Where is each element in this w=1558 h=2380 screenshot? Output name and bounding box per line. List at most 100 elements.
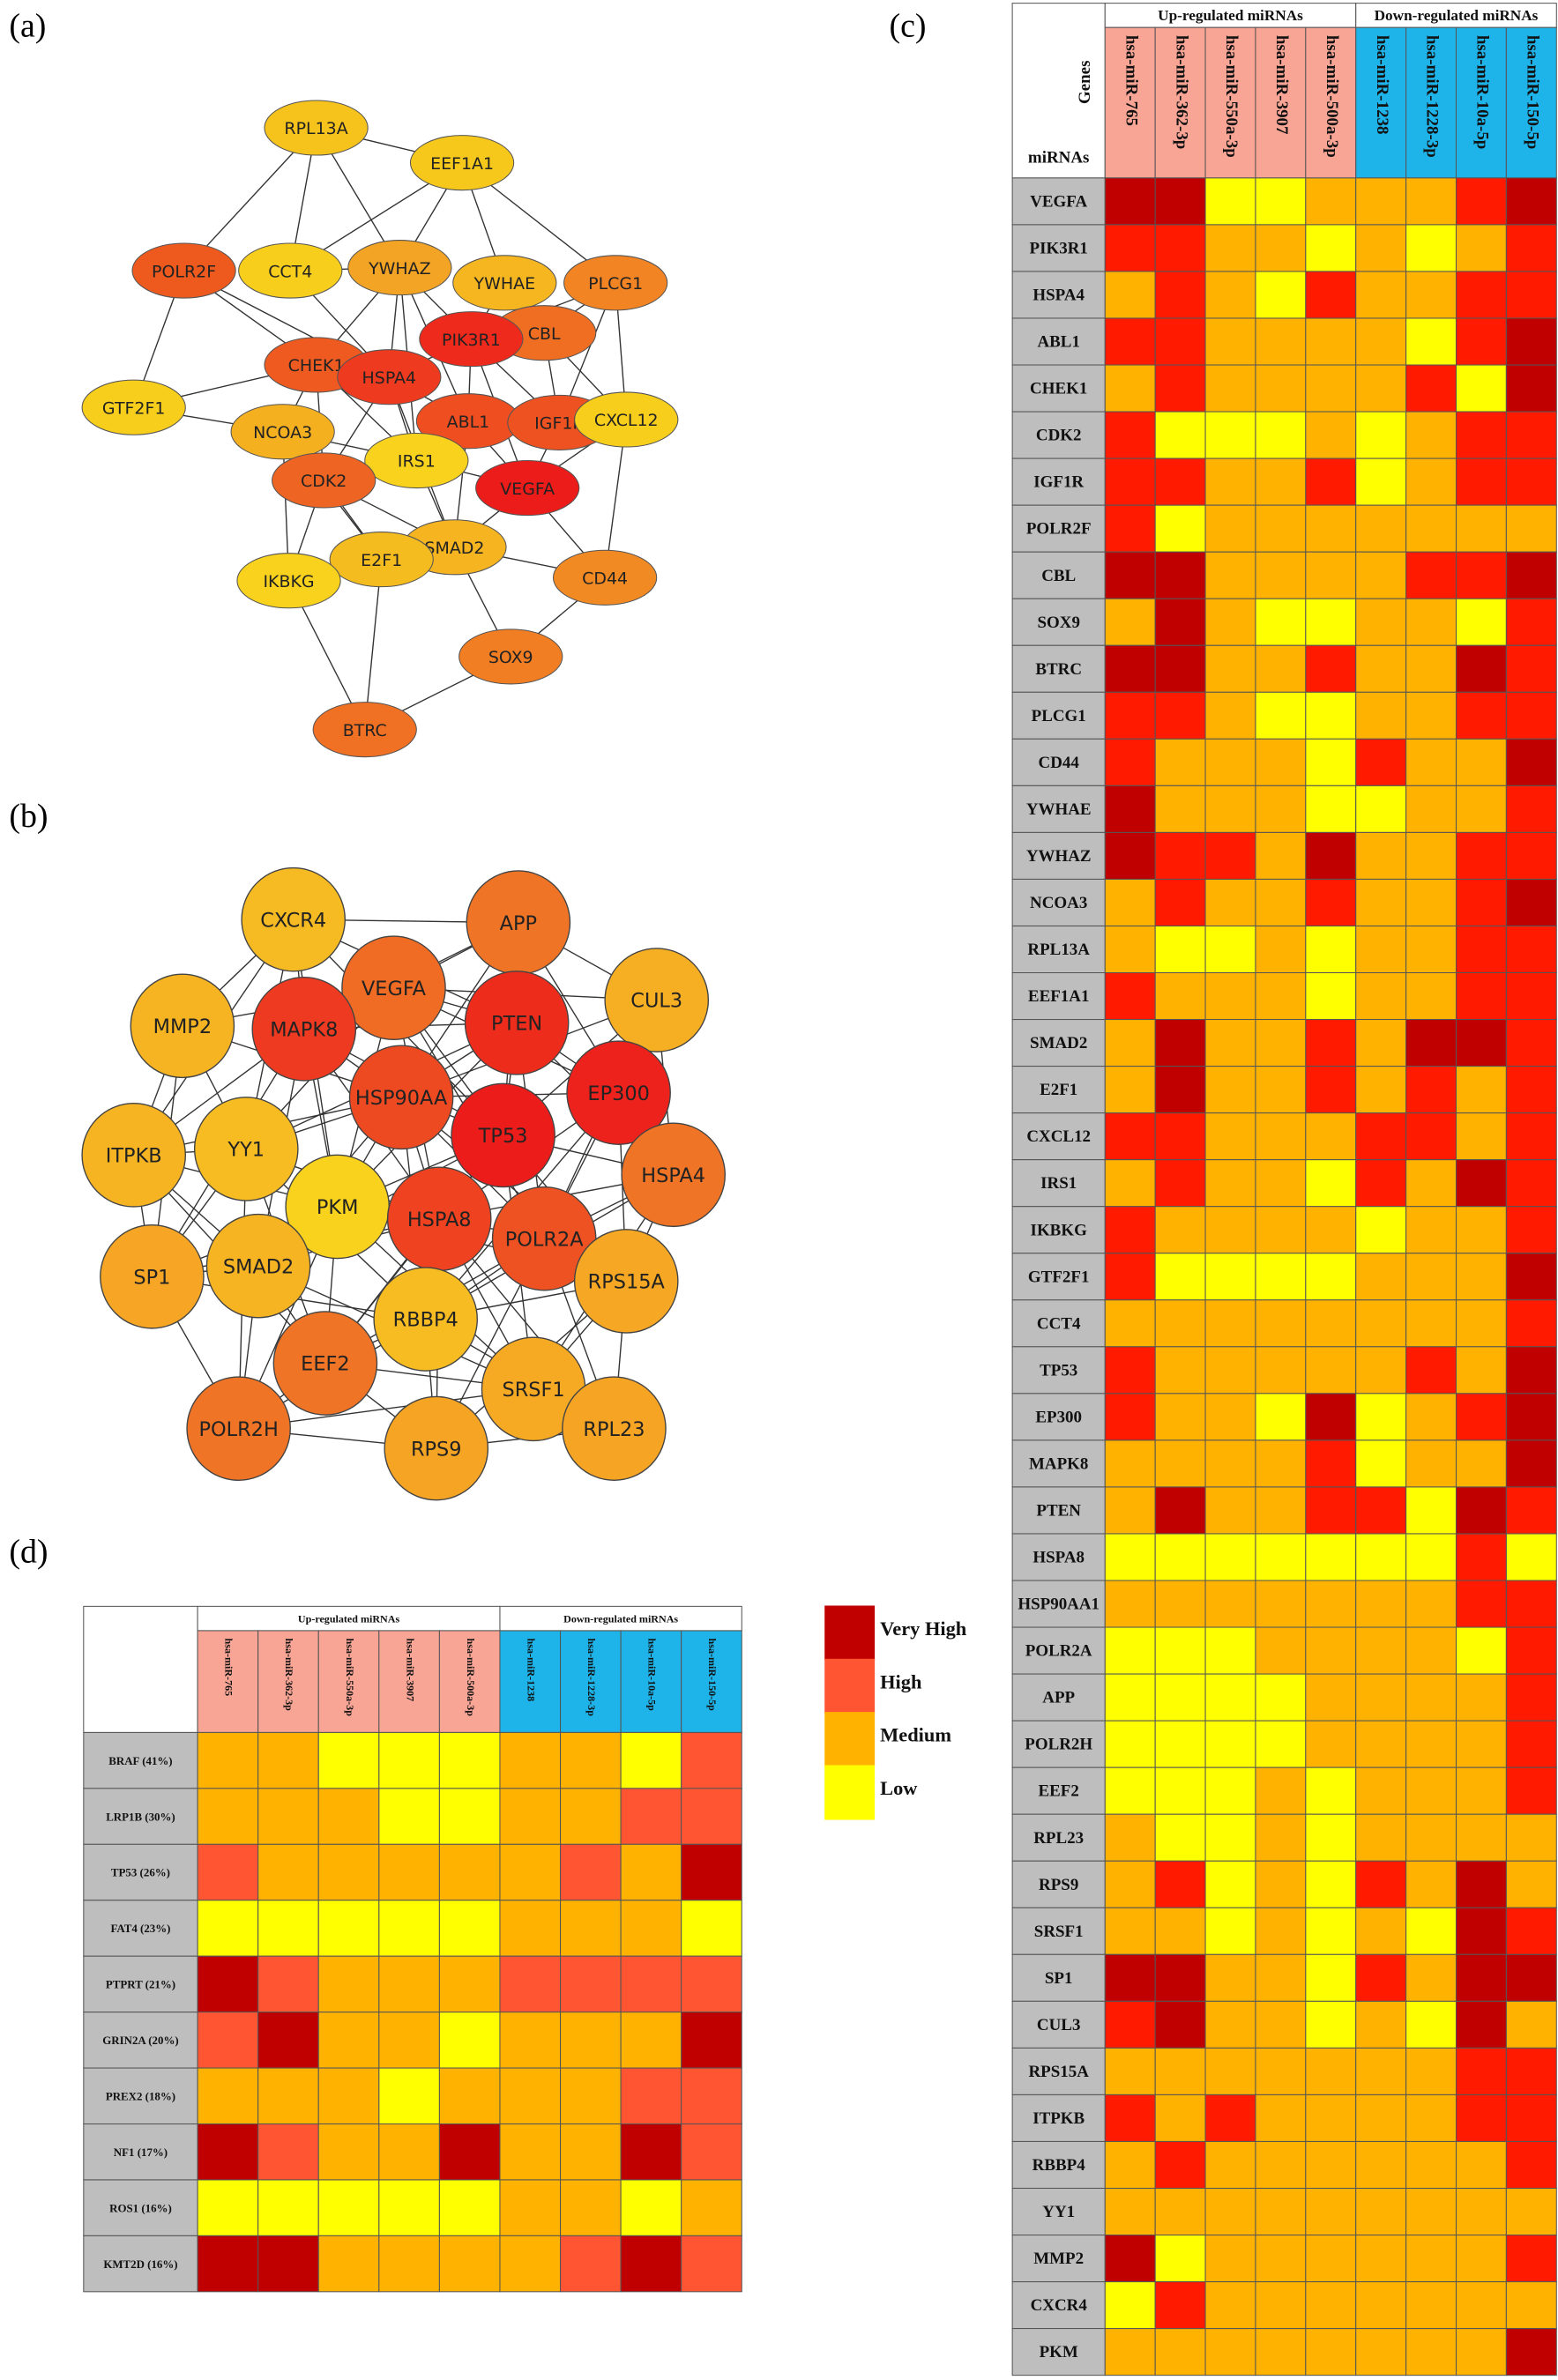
heat-cell — [1455, 972, 1507, 1021]
heat-cell — [1204, 2000, 1256, 2049]
heat-cell — [1355, 457, 1407, 506]
heat-cell — [1505, 878, 1557, 926]
heat-cell — [1104, 1486, 1156, 1535]
heat-cell — [1255, 2094, 1307, 2142]
heat-cell — [1104, 1299, 1156, 1348]
row-label: NCOA3 — [1030, 894, 1087, 912]
row-header — [1011, 1206, 1106, 1254]
heat-cell — [1204, 1486, 1256, 1535]
heat-cell — [1255, 1907, 1307, 1955]
heat-cell — [1405, 1673, 1457, 1722]
heat-cell — [499, 1788, 562, 1845]
heat-cell — [1505, 317, 1557, 366]
row-label: PREX2 (18%) — [106, 2089, 175, 2102]
heat-cell — [1405, 2000, 1457, 2049]
heat-cell — [1154, 598, 1206, 646]
heat-cell — [317, 1731, 380, 1789]
heat-cell — [1104, 504, 1156, 553]
heat-cell — [1255, 504, 1307, 553]
row-header — [83, 1900, 198, 1957]
heat-cell — [1505, 2047, 1557, 2095]
heat-cell — [1405, 785, 1457, 833]
heat-cell — [1505, 1299, 1557, 1348]
row-label: ITPKB — [1032, 2109, 1085, 2128]
heat-cell — [1355, 2328, 1407, 2376]
heat-cell — [1355, 317, 1407, 366]
heat-cell — [1305, 1159, 1357, 1208]
panel-tag: (b) — [9, 798, 48, 835]
heat-cell — [197, 1788, 259, 1845]
heat-cell — [1405, 1720, 1457, 1768]
node — [100, 1223, 205, 1329]
heat-cell — [1405, 1953, 1457, 2002]
heat-cell — [1104, 224, 1156, 272]
heat-cell — [378, 1900, 440, 1957]
column-label: hsa-miR-1228-3p — [585, 1639, 598, 1717]
heat-cell — [1104, 1813, 1156, 1862]
node-label: CDK2 — [301, 472, 347, 491]
heat-cell — [1154, 1439, 1206, 1488]
heat-cell — [1204, 411, 1256, 459]
heat-cell — [1305, 1673, 1357, 1722]
row-label: CUL3 — [1037, 2016, 1081, 2034]
heat-cell — [1505, 1112, 1557, 1161]
column-header — [620, 1630, 682, 1733]
heat-cell — [1355, 224, 1407, 272]
column-label: hsa-miR-1238 — [525, 1639, 537, 1702]
heat-cell — [1204, 2187, 1256, 2236]
heat-cell — [1405, 1486, 1457, 1535]
row-header — [83, 2123, 198, 2181]
heat-cell — [1355, 1860, 1407, 1908]
heat-cell — [1104, 1206, 1156, 1254]
row-label: TP53 (26%) — [111, 1866, 170, 1879]
node — [230, 404, 335, 460]
heat-cell — [1104, 1673, 1156, 1722]
heat-cell — [1455, 224, 1507, 272]
heat-cell — [1405, 691, 1457, 740]
heat-cell — [560, 2235, 622, 2293]
heat-cell — [1355, 1907, 1407, 1955]
heat-cell — [438, 1843, 501, 1901]
node-label: BTRC — [343, 721, 387, 740]
row-header — [1011, 1766, 1106, 1815]
heat-cell — [620, 2179, 682, 2236]
corner-label: miRNAs — [1028, 149, 1090, 167]
heat-cell — [1204, 457, 1256, 506]
row-header — [1011, 317, 1106, 366]
heat-cell — [1355, 177, 1407, 226]
heat-cell — [1255, 1720, 1307, 1768]
heat-cell — [1204, 1393, 1256, 1441]
row-label: EP300 — [1035, 1408, 1082, 1426]
heat-cell — [620, 1731, 682, 1789]
heat-cell — [1405, 1112, 1457, 1161]
heat-cell — [681, 2067, 742, 2125]
heat-cell — [1104, 831, 1156, 880]
heat-cell — [257, 2179, 319, 2236]
heat-cell — [1355, 1299, 1407, 1348]
heat-cell — [1505, 177, 1557, 226]
heat-cell — [1405, 1206, 1457, 1254]
column-header — [1505, 26, 1557, 179]
heat-cell — [1455, 1813, 1507, 1862]
heat-cell — [1405, 1159, 1457, 1208]
heat-cell — [1355, 831, 1407, 880]
heat-cell — [1104, 2235, 1156, 2283]
node-label: POLR2H — [198, 1418, 278, 1441]
row-header — [1011, 1253, 1106, 1301]
row-header — [1011, 2140, 1106, 2190]
heat-cell — [1154, 1253, 1206, 1301]
heat-cell — [1305, 1112, 1357, 1161]
node-label: CXCR4 — [260, 909, 326, 932]
heat-cell — [1505, 457, 1557, 506]
heat-cell — [1255, 411, 1307, 459]
heat-cell — [1204, 691, 1256, 740]
panel-tag: (a) — [9, 8, 46, 45]
heat-cell — [1505, 1953, 1557, 2002]
heat-cell — [1154, 925, 1206, 974]
row-header — [83, 2012, 198, 2069]
node-label: POLR2A — [505, 1228, 584, 1251]
column-header — [317, 1630, 380, 1733]
heat-cell — [1355, 2094, 1407, 2142]
heat-cell — [1355, 1439, 1407, 1488]
heat-cell — [1455, 364, 1507, 413]
